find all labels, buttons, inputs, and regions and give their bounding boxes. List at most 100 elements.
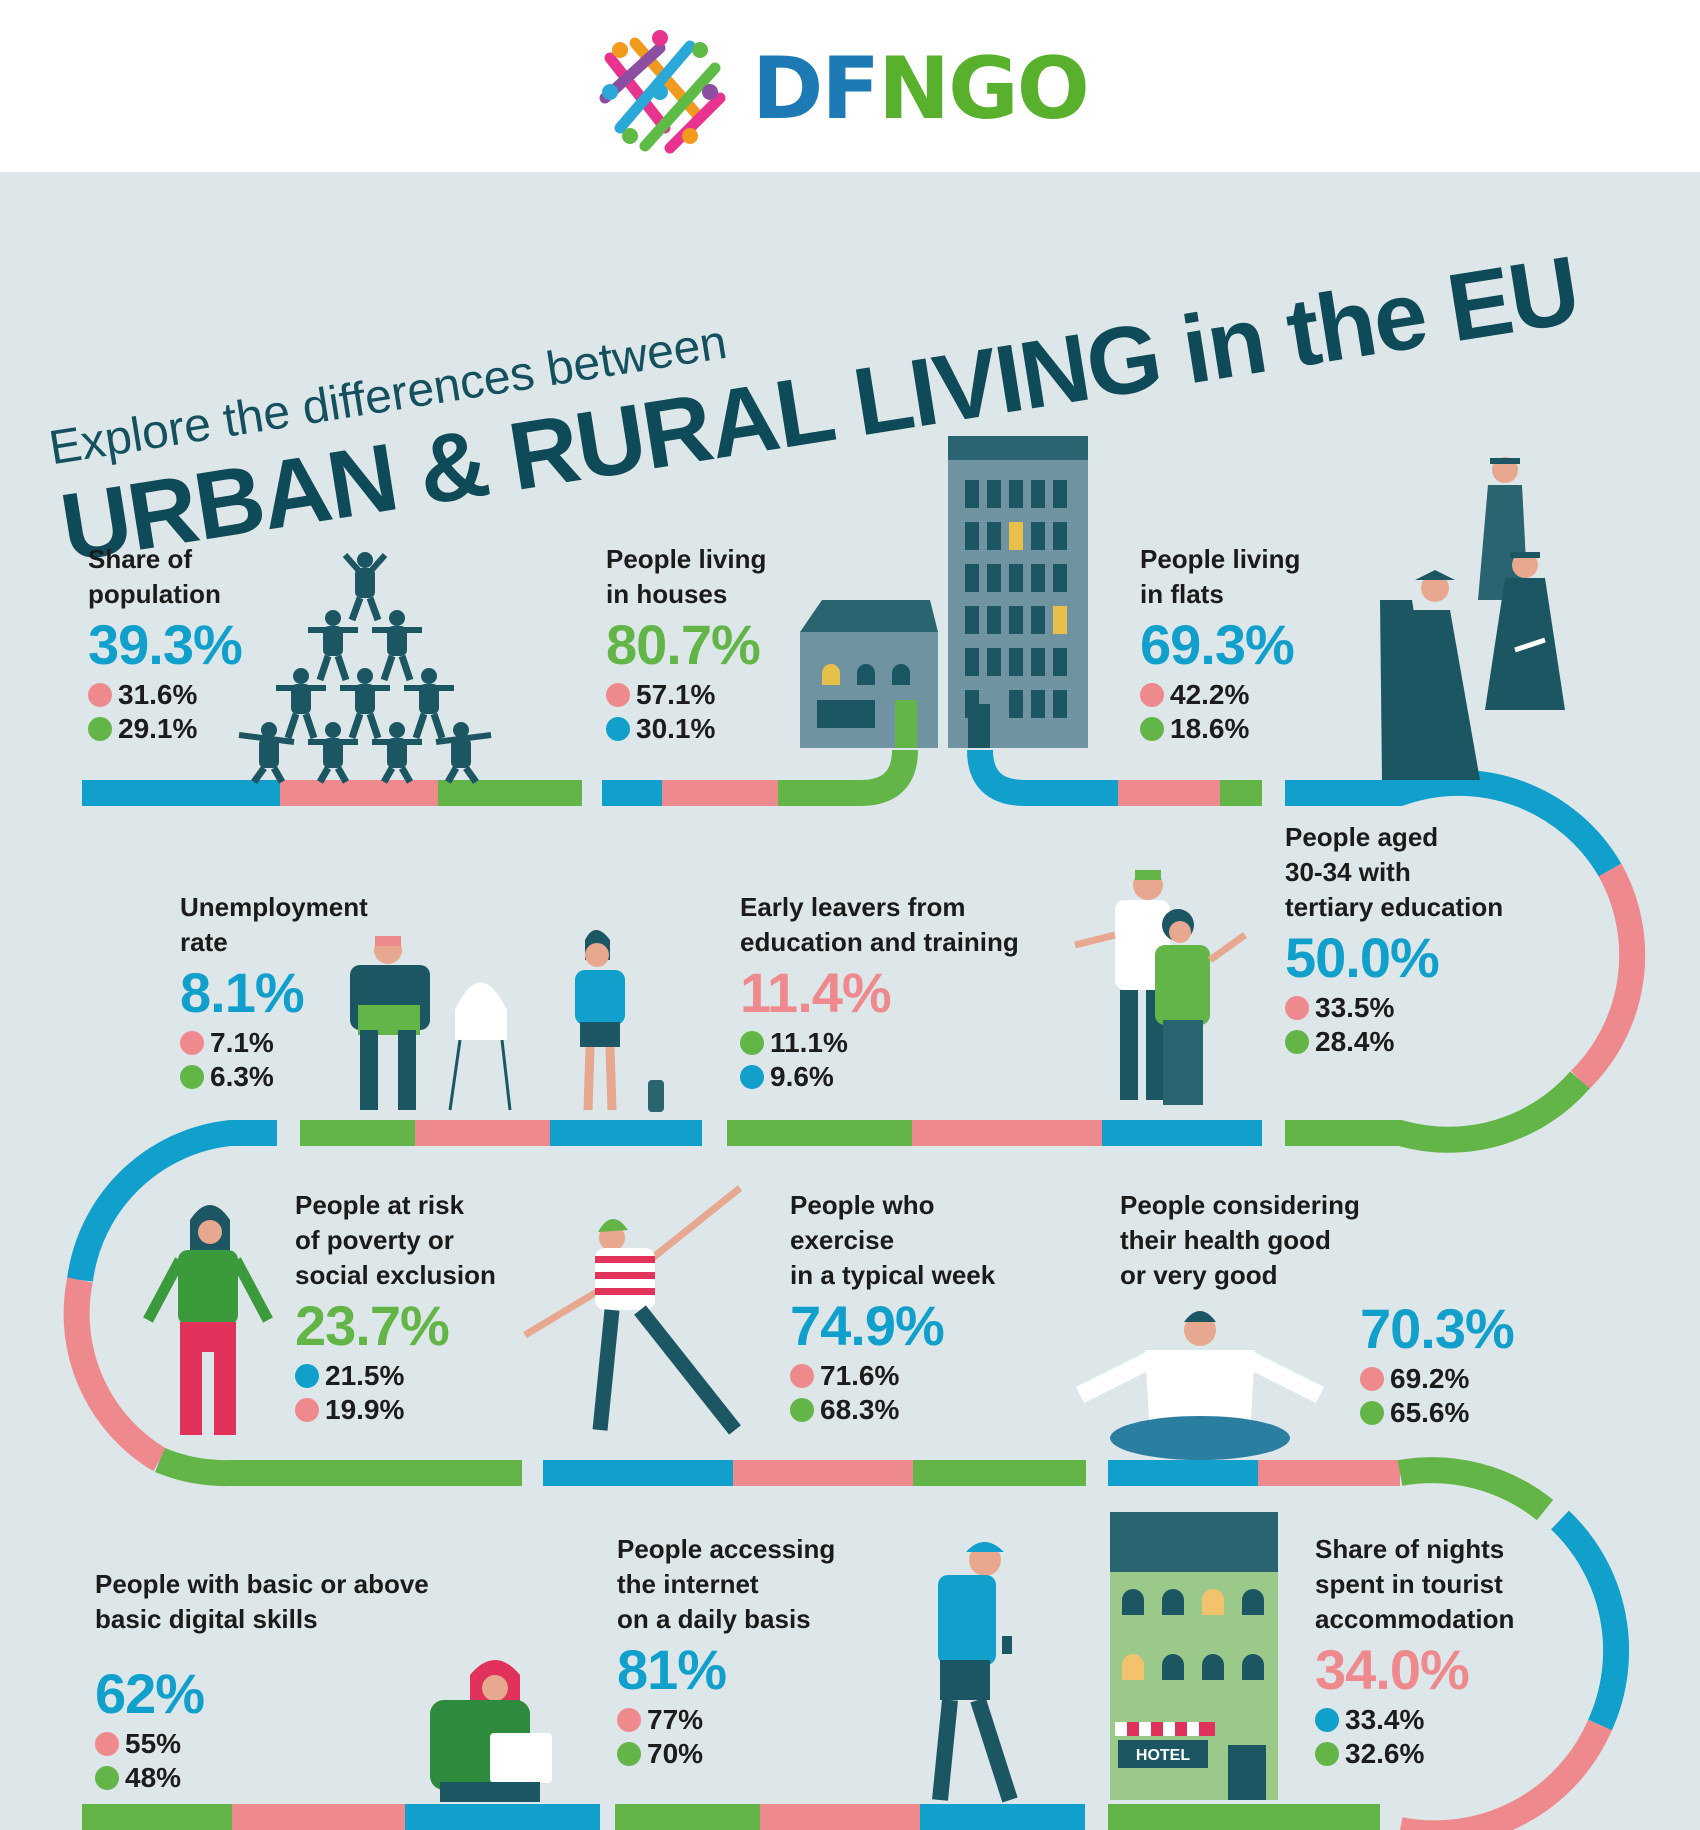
- stat-item: 19.9%: [295, 1393, 496, 1427]
- path-row-2: [63, 1120, 1262, 1487]
- legend-dot: [1140, 717, 1164, 741]
- legend-dot: [1285, 1030, 1309, 1054]
- stat-label: Unemployment rate: [180, 892, 368, 957]
- stat-value: 34.0%: [1315, 1638, 1470, 1701]
- stat-item: 42.2%: [1140, 678, 1300, 712]
- stat-share-of-population: Share of population 39.3% 31.6% 29.1%: [88, 542, 243, 746]
- stat-tourist-nights: Share of nights spent in tourist accommo…: [1315, 1532, 1514, 1771]
- stat-label: People living in flats: [1140, 544, 1301, 609]
- stat-item-text: 33.4%: [1345, 1704, 1425, 1735]
- legend-dot: [1360, 1367, 1384, 1391]
- stat-item: 68.3%: [790, 1393, 995, 1427]
- stat-value: 81%: [617, 1638, 727, 1701]
- stat-label: Early leavers from education and trainin…: [740, 892, 1019, 957]
- legend-dot: [88, 717, 112, 741]
- stat-label: People at risk of poverty or social excl…: [295, 1190, 496, 1290]
- legend-dot: [1315, 1742, 1339, 1766]
- stat-risk-of-poverty: People at risk of poverty or social excl…: [295, 1188, 496, 1427]
- job-seekers-icon: [350, 930, 664, 1112]
- stat-item-text: 31.6%: [118, 679, 198, 710]
- stat-health-values: 70.3% 69.2% 65.6%: [1360, 1296, 1515, 1430]
- laptop-woman-icon: [430, 1660, 552, 1802]
- stat-value: 8.1%: [180, 961, 305, 1024]
- stat-item-text: 48%: [125, 1762, 182, 1793]
- legend-dot: [790, 1398, 814, 1422]
- stat-item: 55%: [95, 1727, 429, 1761]
- legend-dot: [617, 1708, 641, 1732]
- phone-man-icon: [932, 1542, 1018, 1803]
- stat-item: 30.1%: [606, 712, 766, 746]
- stat-item-text: 32.6%: [1345, 1738, 1425, 1769]
- stat-item: 65.6%: [1360, 1396, 1514, 1430]
- legend-dot: [740, 1031, 764, 1055]
- stat-item: 33.5%: [1285, 991, 1503, 1025]
- legend-dot: [295, 1398, 319, 1422]
- stat-label: Share of nights spent in tourist accommo…: [1315, 1534, 1515, 1634]
- stat-item-text: 19.9%: [325, 1394, 405, 1425]
- legend-dot: [95, 1732, 119, 1756]
- stat-label: People who exercise in a typical week: [790, 1190, 996, 1290]
- legend-dot: [790, 1364, 814, 1388]
- stat-value: 23.7%: [295, 1294, 450, 1357]
- stat-internet-daily: People accessing the internet on a daily…: [617, 1532, 835, 1771]
- stat-item-text: 9.6%: [770, 1061, 834, 1092]
- stat-people-in-houses: People living in houses 80.7% 57.1% 30.1…: [606, 542, 766, 746]
- stat-label: People with basic or above basic digital…: [95, 1569, 429, 1634]
- legend-dot: [95, 1766, 119, 1790]
- logo-icon: [599, 30, 726, 154]
- stat-item: 48%: [95, 1761, 429, 1795]
- legend-dot: [1140, 683, 1164, 707]
- stat-value: 70.3%: [1360, 1297, 1515, 1360]
- legend-dot: [740, 1065, 764, 1089]
- graduates-icon: [1380, 457, 1565, 780]
- stat-item: 69.2%: [1360, 1362, 1514, 1396]
- stat-value: 80.7%: [606, 613, 761, 676]
- stat-item: 18.6%: [1140, 712, 1300, 746]
- stat-item-text: 70%: [647, 1738, 704, 1769]
- stat-item: 6.3%: [180, 1060, 368, 1094]
- stat-item-text: 6.3%: [210, 1061, 274, 1092]
- hotel-icon: HOTEL: [1110, 1512, 1278, 1800]
- legend-dot: [295, 1364, 319, 1388]
- hotel-sign: HOTEL: [1136, 1747, 1190, 1764]
- stat-item: 9.6%: [740, 1060, 1019, 1094]
- stat-item: 32.6%: [1315, 1737, 1514, 1771]
- stat-item-text: 11.1%: [770, 1027, 848, 1058]
- stat-unemployment-rate: Unemployment rate 8.1% 7.1% 6.3%: [180, 890, 368, 1094]
- stat-value: 39.3%: [88, 613, 243, 676]
- legend-dot: [606, 683, 630, 707]
- stat-item: 29.1%: [88, 712, 242, 746]
- stat-exercise: People who exercise in a typical week 74…: [790, 1188, 995, 1427]
- exercising-woman-icon: [523, 1185, 743, 1435]
- stat-digital-skills: People with basic or above basic digital…: [95, 1567, 429, 1795]
- legend-dot: [180, 1031, 204, 1055]
- stat-label: People accessing the internet on a daily…: [617, 1534, 836, 1634]
- stat-early-leavers: Early leavers from education and trainin…: [740, 890, 1019, 1094]
- path-row-3: [543, 1457, 1630, 1830]
- stat-item-text: 28.4%: [1315, 1026, 1395, 1057]
- stat-label: Share of population: [88, 544, 221, 609]
- infographic-panel: [0, 172, 1700, 1830]
- stat-value: 50.0%: [1285, 926, 1440, 989]
- stat-label: People aged 30-34 with tertiary educatio…: [1285, 822, 1504, 922]
- legend-dot: [88, 683, 112, 707]
- logo-text: DFNGO: [752, 46, 1090, 132]
- house-icon: [800, 600, 938, 748]
- legend-dot: [1285, 996, 1309, 1020]
- legend-dot: [1360, 1401, 1384, 1425]
- stat-item-text: 69.2%: [1390, 1363, 1470, 1394]
- stat-item-text: 7.1%: [210, 1027, 274, 1058]
- stat-item-text: 18.6%: [1170, 713, 1250, 744]
- human-pyramid-icon: [238, 552, 492, 785]
- stat-item-text: 77%: [647, 1704, 704, 1735]
- stat-value: 69.3%: [1140, 613, 1295, 676]
- stat-item-text: 55%: [125, 1728, 182, 1759]
- stat-item-text: 29.1%: [118, 713, 198, 744]
- legend-dot: [1315, 1708, 1339, 1732]
- stat-item: 70%: [617, 1737, 835, 1771]
- stat-item: 31.6%: [88, 678, 242, 712]
- stat-item: 33.4%: [1315, 1703, 1514, 1737]
- stat-item: 71.6%: [790, 1359, 995, 1393]
- stat-item-text: 42.2%: [1170, 679, 1250, 710]
- stat-item: 21.5%: [295, 1359, 496, 1393]
